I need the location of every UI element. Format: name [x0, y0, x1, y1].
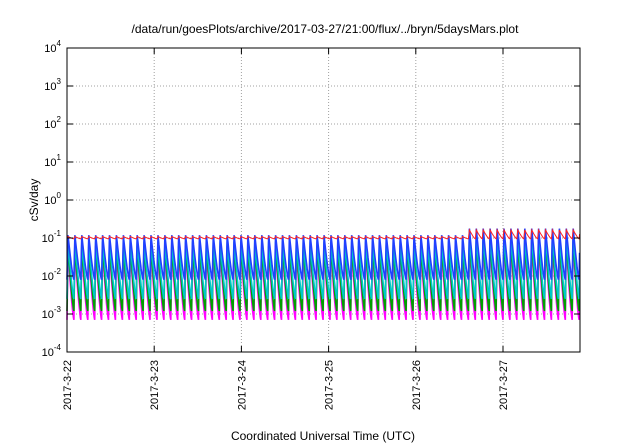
x-axis-label: Coordinated Universal Time (UTC): [231, 429, 415, 443]
y-tick-label: 10-1: [42, 229, 62, 245]
chart-title: /data/run/goesPlots/archive/2017-03-27/2…: [132, 22, 520, 36]
series-line: [66, 228, 581, 280]
y-tick-label: 10-4: [42, 343, 62, 359]
series-line: [66, 228, 581, 240]
y-tick-label: 102: [44, 115, 61, 131]
x-axis: 2017-3-22 2017-3-23 2017-3-24 2017-3-25 2017…: [62, 48, 510, 410]
y-tick-label: 104: [44, 39, 61, 55]
y-tick-label: 103: [44, 77, 61, 93]
x-tick-label: 2017-3-23: [149, 360, 161, 410]
series-line: [66, 235, 581, 300]
y-tick-label: 101: [44, 153, 61, 169]
y-tick-label: 10-2: [42, 267, 62, 283]
y-axis: 10-4 10-3 10-2 10-1 100 101 102 103 104: [42, 39, 580, 359]
plot-area: [66, 228, 581, 321]
y-axis-label: cSv/day: [27, 179, 41, 222]
y-tick-label: 100: [44, 191, 61, 207]
x-tick-label: 2017-3-25: [324, 360, 336, 410]
x-tick-label: 2017-3-26: [411, 360, 423, 410]
x-tick-label: 2017-3-24: [236, 360, 248, 410]
x-tick-label: 2017-3-27: [498, 360, 510, 410]
x-tick-label: 2017-3-22: [62, 360, 74, 410]
y-tick-label: 10-3: [42, 305, 62, 321]
